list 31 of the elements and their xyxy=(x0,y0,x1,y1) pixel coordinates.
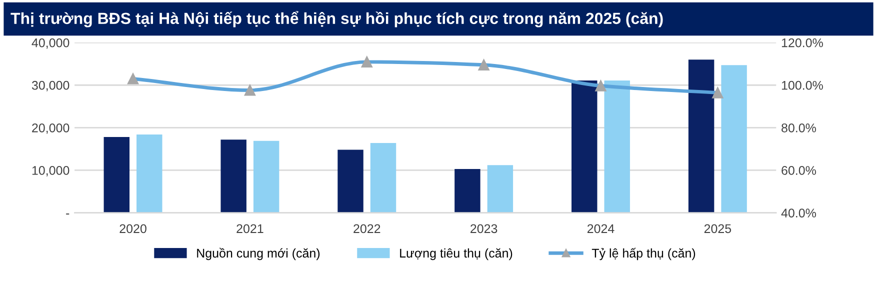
bar xyxy=(370,143,396,213)
x-tick-label: 2024 xyxy=(587,224,614,234)
bar xyxy=(487,165,514,213)
x-tick-label: 2020 xyxy=(120,224,146,234)
y2-tick-label: 100.0% xyxy=(782,80,823,90)
bar xyxy=(604,80,630,213)
x-tick-label: 2021 xyxy=(236,224,264,234)
x-tick-label: 2022 xyxy=(354,224,380,234)
y2-tick-label: 40.0% xyxy=(781,208,816,218)
y-tick-label: 30,000 xyxy=(32,80,70,92)
y-tick-label: 10,000 xyxy=(32,166,70,176)
legend-label: Lượng tiêu thụ (căn) xyxy=(400,248,512,260)
bar xyxy=(688,60,714,213)
chart-title: Thị trường BĐS tại Hà Nội tiếp tục thể hiện sự hồi phục tích cực trong năm 2025 (căn) xyxy=(10,11,663,28)
bar xyxy=(253,140,280,213)
y2-tick-label: 60.0% xyxy=(782,166,816,175)
y-tick-label: 20,000 xyxy=(32,123,70,134)
bar xyxy=(338,150,364,213)
y-tick-label: 40,000 xyxy=(32,38,70,49)
y2-tick-label: 80.0% xyxy=(782,123,816,132)
legend-label: Nguồn cung mới (căn) xyxy=(197,248,320,260)
bar xyxy=(572,80,598,213)
bar xyxy=(136,134,162,213)
bar xyxy=(454,168,480,213)
bar xyxy=(104,137,130,213)
bar xyxy=(721,65,747,213)
x-tick-label: 2023 xyxy=(470,224,498,234)
x-tick-label: 2025 xyxy=(704,224,732,234)
bar xyxy=(220,140,246,213)
y2-tick-label: 120.0% xyxy=(782,38,823,48)
legend-label: Tỷ lệ hấp thụ (căn) xyxy=(592,248,696,260)
